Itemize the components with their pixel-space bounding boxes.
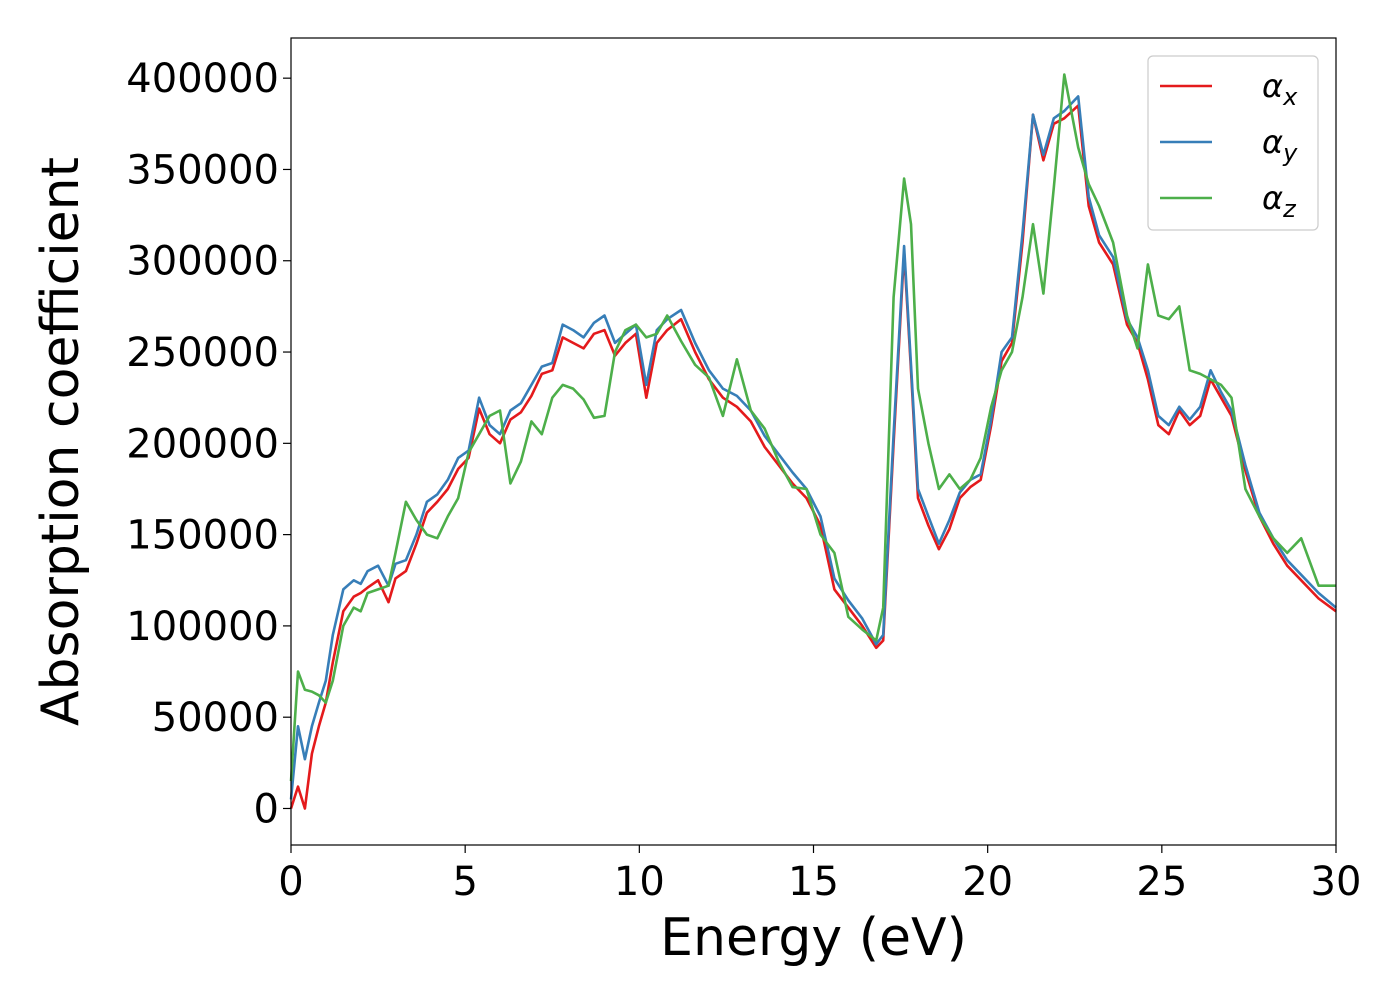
y-tick-label: 0	[254, 786, 279, 832]
y-axis-ticks: 0 50000 100000 150000 200000 250000 300000 3500…	[126, 56, 291, 832]
x-tick-label: 15	[788, 859, 839, 905]
y-tick-label: 300000	[126, 239, 279, 285]
y-tick-label: 400000	[126, 56, 279, 102]
x-axis-title: Energy (eV)	[660, 908, 967, 968]
legend-box	[1147, 55, 1319, 231]
x-axis-ticks: 0 5 10 15 20 25 30	[278, 845, 1361, 905]
legend: αx αy αz	[1147, 55, 1319, 231]
y-tick-label: 150000	[126, 513, 279, 559]
y-tick-label: 50000	[152, 695, 279, 741]
series-layer	[289, 73, 1337, 810]
y-tick-label: 200000	[126, 421, 279, 467]
x-tick-label: 25	[1136, 859, 1187, 905]
x-tick-label: 30	[1311, 859, 1362, 905]
y-axis-title: Absorption coefficient	[31, 157, 91, 726]
legend-label-x: αx	[1262, 67, 1298, 111]
y-tick-label: 100000	[126, 604, 279, 650]
x-tick-label: 10	[614, 859, 665, 905]
x-tick-label: 20	[962, 859, 1013, 905]
x-tick-label: 5	[452, 859, 477, 905]
legend-label-z: αz	[1262, 179, 1297, 223]
series-line-z	[289, 73, 1336, 782]
x-tick-label: 0	[278, 859, 303, 905]
y-tick-label: 350000	[126, 147, 279, 193]
y-tick-label: 250000	[126, 330, 279, 376]
legend-label-y: αy	[1262, 123, 1298, 167]
